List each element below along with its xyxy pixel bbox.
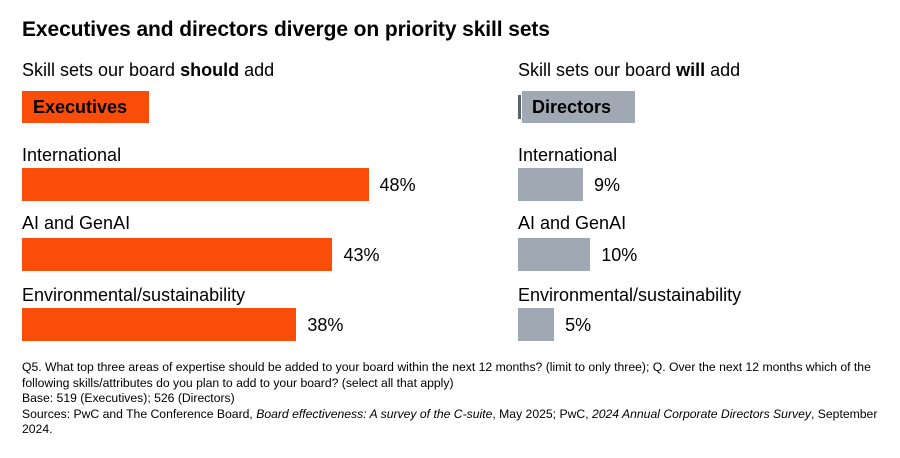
executives-panel: Skill sets our board should add Executiv… [22, 58, 442, 348]
category-label-international-executives: International [22, 145, 122, 165]
bar-environmental-directors [518, 308, 555, 341]
question-note: Q5. What top three areas of expertise sh… [22, 360, 871, 390]
value-label-environmental-executives: 38% [307, 315, 344, 335]
directors-legend-marker [518, 95, 521, 119]
bar-environmental-executives [22, 308, 297, 341]
category-label-environmental-executives: Environmental/sustainability [22, 285, 246, 305]
sources-title-1: Board effectiveness: A survey of the C-s… [256, 406, 493, 421]
bar-ai-genai-directors [518, 238, 591, 271]
directors-legend: Directors [522, 91, 635, 123]
value-label-ai-genai-executives: 43% [343, 245, 380, 265]
bar-ai-genai-executives [22, 238, 333, 271]
category-label-ai-genai-directors: AI and GenAI [518, 213, 627, 233]
directors-subtitle-emphasis: will [676, 60, 706, 80]
executives-subtitle-part-3: add [239, 60, 275, 80]
value-label-ai-genai-directors: 10% [601, 245, 638, 265]
category-label-environmental-directors: Environmental/sustainability [518, 285, 742, 305]
directors-subtitle: Skill sets our board will add [518, 60, 740, 81]
value-label-international-executives: 48% [379, 175, 416, 195]
executives-subtitle-part-1: Skill sets our board [22, 60, 181, 80]
executives-subtitle-emphasis: should [180, 60, 240, 80]
sources-prefix: Sources: PwC and The Conference Board, [22, 406, 257, 421]
sources-title-2: 2024 Annual Corporate Directors Survey [591, 406, 811, 421]
sources-note: Sources: PwC and The Conference Board, B… [22, 407, 892, 438]
value-label-international-directors: 9% [593, 175, 620, 195]
category-label-international-directors: International [518, 145, 618, 165]
value-label-environmental-directors: 5% [565, 315, 592, 335]
footnotes: Q5. What top three areas of expertise sh… [22, 360, 892, 438]
directors-panel: Skill sets our board will add Directors … [518, 58, 900, 348]
executives-legend: Executives [22, 91, 149, 123]
sources-suffix: , September 2024. [22, 406, 878, 437]
executives-subtitle: Skill sets our board should add [22, 60, 274, 81]
directors-subtitle-part-3: add [705, 60, 741, 80]
base-note: Base: 519 (Executives); 526 (Directors) [22, 391, 235, 406]
directors-subtitle-part-1: Skill sets our board [518, 60, 677, 80]
sources-mid: , May 2025; PwC, [492, 406, 592, 421]
category-label-ai-genai-executives: AI and GenAI [22, 213, 131, 233]
bar-international-executives [22, 168, 369, 201]
chart-title: Executives and directors diverge on prio… [22, 18, 550, 41]
bar-international-directors [518, 168, 583, 201]
